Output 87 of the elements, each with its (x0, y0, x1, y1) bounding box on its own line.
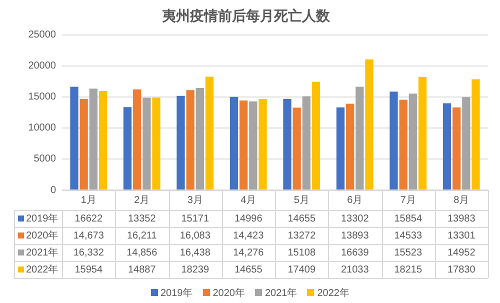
legend-label: 2019年 (26, 212, 58, 224)
bar (186, 90, 194, 190)
x-tick-label: 6月 (347, 194, 363, 206)
x-tick-label: 5月 (294, 194, 310, 206)
y-tick-label: 20000 (28, 60, 56, 72)
data-label: 13352 (128, 213, 156, 224)
bar (98, 90, 108, 190)
bar (462, 97, 470, 190)
chart-title: 夷州疫情前后每月死亡人数 (161, 7, 331, 24)
data-label: 14533 (394, 230, 422, 242)
data-label: 16,332 (73, 247, 104, 258)
data-label: 21033 (340, 264, 370, 276)
data-label: 13983 (447, 213, 476, 224)
y-tick-label: 5000 (34, 154, 56, 165)
data-label: 15108 (288, 247, 316, 258)
bar (89, 88, 98, 190)
data-label: 15171 (181, 213, 210, 224)
data-label: 15523 (394, 247, 422, 258)
x-tick-label: 7月 (400, 194, 416, 206)
data-label: 14655 (234, 264, 263, 276)
x-tick-label: 8月 (454, 194, 470, 206)
bar (472, 79, 480, 190)
bar (346, 104, 354, 190)
x-tick-label: 2月 (134, 194, 150, 206)
bar (142, 98, 151, 190)
text: 2022年 (317, 288, 350, 298)
x-tick-label: 3月 (187, 194, 203, 206)
legend-label: 2020年 (26, 229, 58, 242)
data-label: 16,438 (180, 247, 211, 258)
data-label: 14655 (288, 213, 316, 224)
bar (196, 88, 204, 190)
data-label: 18215 (394, 264, 422, 276)
x-tick-label: 1月 (80, 194, 96, 206)
y-tick-label: 15000 (28, 92, 56, 103)
bar (312, 82, 320, 190)
data-label: 13301 (447, 230, 476, 242)
bar (205, 76, 214, 190)
bar (249, 101, 258, 190)
bar (176, 96, 185, 190)
y-tick-label: 0 (50, 184, 56, 196)
data-label: 17830 (447, 264, 476, 276)
bar (418, 76, 427, 190)
bar (70, 86, 78, 190)
data-label: 16,083 (180, 230, 211, 242)
legend-label: 2022年 (26, 263, 58, 276)
data-label: 17409 (288, 264, 316, 276)
y-tick-label: 25000 (28, 30, 56, 41)
data-label: 14996 (234, 213, 263, 224)
data-label: 13893 (340, 230, 370, 242)
data-label: 13302 (340, 213, 370, 224)
data-label: 15854 (394, 213, 422, 224)
bar (390, 92, 398, 190)
bar (356, 86, 364, 190)
bar (452, 107, 461, 190)
data-label: 13272 (288, 230, 316, 242)
data-label: 14952 (447, 247, 476, 258)
data-label: 16622 (74, 213, 103, 224)
bar (365, 59, 374, 190)
bar (230, 96, 238, 190)
bar (399, 100, 408, 190)
bar (336, 107, 345, 190)
bar (80, 98, 88, 190)
data-label: 14,276 (233, 247, 264, 258)
bar (292, 108, 301, 190)
data-label: 14,423 (233, 230, 264, 242)
bar (302, 96, 310, 190)
data-label: 14,673 (73, 230, 104, 242)
data-label: 14887 (128, 264, 156, 276)
text: 2021年 (265, 288, 298, 298)
bar (123, 107, 132, 190)
bar (152, 98, 160, 190)
bar (258, 99, 267, 190)
text: 2019年 (160, 288, 193, 298)
data-label: 15954 (74, 264, 103, 276)
text: 2020年 (212, 288, 245, 298)
bar (133, 89, 142, 190)
bar (283, 99, 292, 190)
x-tick-label: 4月 (240, 194, 256, 206)
bar (240, 100, 248, 190)
data-label: 18239 (181, 264, 210, 276)
bar (408, 94, 417, 190)
data-label: 16,211 (126, 230, 158, 242)
data-label: 16639 (340, 247, 370, 258)
data-label: 14,856 (126, 247, 158, 258)
legend-label: 2021年 (26, 246, 58, 258)
bar (442, 103, 452, 190)
y-tick-label: 10000 (28, 122, 56, 134)
